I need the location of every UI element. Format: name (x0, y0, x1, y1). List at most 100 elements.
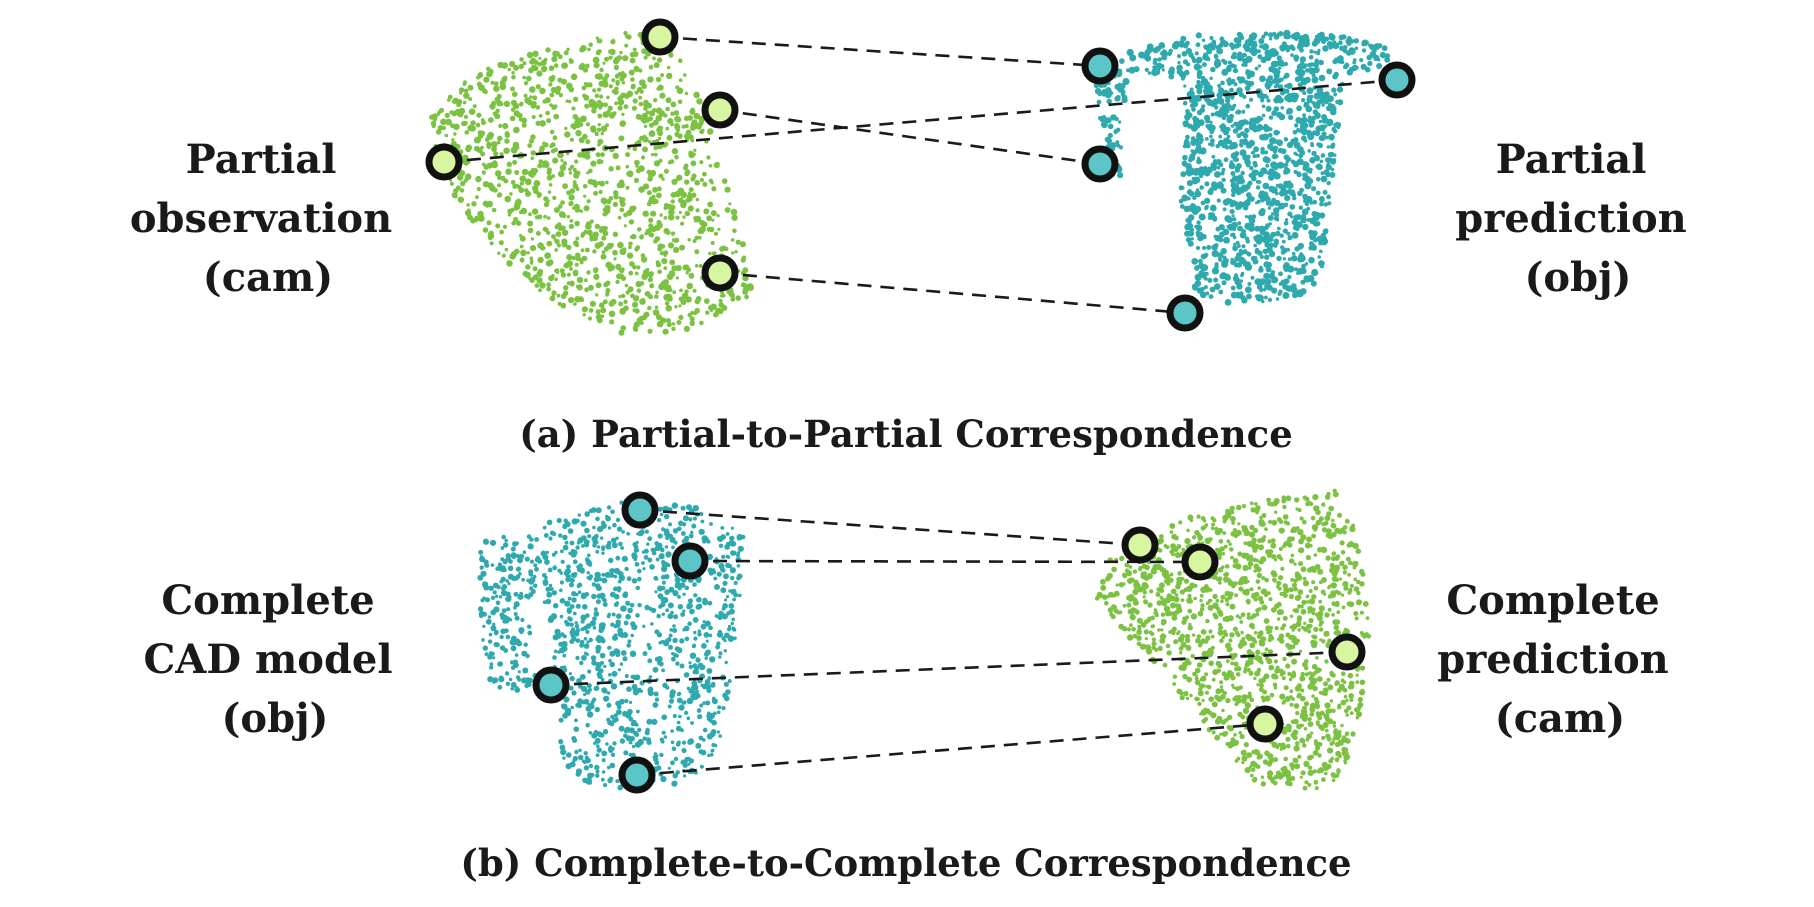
cloud-point (533, 188, 539, 195)
cloud-point (1251, 545, 1256, 550)
cloud-point (593, 273, 600, 280)
cloud-point (1242, 94, 1247, 99)
cloud-point (1252, 154, 1257, 159)
cloud-point (1165, 643, 1171, 649)
cloud-point (1209, 134, 1213, 139)
cloud-point (661, 580, 667, 585)
cloud-point (569, 137, 574, 142)
cloud-point (688, 598, 693, 604)
cloud-point (1196, 158, 1202, 165)
cloud-point (667, 160, 673, 165)
cloud-point (1355, 680, 1360, 684)
cloud-point (1245, 633, 1251, 640)
cloud-point (515, 541, 519, 546)
cloud-point (1194, 51, 1199, 56)
cloud-point (594, 93, 599, 99)
cloud-point (1219, 638, 1224, 644)
cloud-point (1240, 273, 1244, 278)
cloud-point (1202, 54, 1209, 61)
cloud-point (1235, 240, 1240, 245)
cloud-point (512, 91, 518, 98)
cloud-point (1289, 204, 1296, 210)
cloud-point (1336, 610, 1341, 615)
cloud-point (566, 564, 571, 570)
cloud-point (595, 75, 600, 79)
cloud-point (512, 639, 519, 646)
cloud-point (564, 126, 568, 131)
cloud-point (696, 598, 701, 603)
cloud-point (1242, 133, 1249, 139)
cloud-point (663, 168, 669, 174)
cloud-point (594, 242, 601, 249)
cloud-point (605, 514, 609, 519)
cloud-point (1256, 199, 1261, 204)
cloud-point (655, 557, 660, 562)
cloud-point (1194, 280, 1202, 287)
cloud-point (536, 70, 543, 77)
cloud-point (520, 617, 525, 623)
cloud-point (696, 693, 701, 699)
cloud-point (1317, 753, 1322, 758)
cloud-point (699, 703, 704, 708)
cloud-point (646, 190, 652, 196)
cloud-point (1201, 233, 1207, 240)
cloud-point (588, 508, 594, 514)
cloud-point (560, 158, 564, 163)
cloud-point (689, 608, 695, 615)
cloud-point (684, 91, 689, 96)
cloud-point (486, 220, 492, 226)
cloud-point (623, 733, 628, 739)
cloud-point (695, 122, 700, 127)
cloud-point (649, 225, 655, 230)
cloud-point (559, 744, 566, 751)
cloud-point (607, 612, 611, 617)
cloud-point (595, 773, 600, 778)
cloud-point (1122, 573, 1128, 579)
cloud-point (737, 551, 741, 555)
cloud-point (623, 750, 629, 756)
cloud-point (707, 600, 713, 606)
cloud-point (663, 266, 668, 270)
cloud-point (652, 56, 656, 61)
cloud-point (538, 113, 543, 118)
cloud-point (463, 114, 469, 119)
cloud-point (663, 640, 670, 647)
cloud-point (644, 529, 650, 534)
cloud-point (624, 43, 629, 48)
cloud-point (514, 615, 520, 621)
cloud-point (1268, 37, 1273, 41)
cloud-point (1274, 626, 1279, 631)
cloud-point (598, 189, 603, 195)
cloud-point (566, 244, 572, 251)
cloud-point (588, 102, 594, 108)
cloud-point (1179, 695, 1185, 701)
cloud-point (553, 649, 558, 654)
cloud-point (1304, 780, 1309, 785)
cloud-point (1217, 83, 1222, 88)
cloud-point (608, 557, 614, 564)
cloud-point (597, 123, 601, 127)
cloud-point (1107, 132, 1113, 139)
cloud-point (623, 104, 629, 110)
cloud-point (1340, 59, 1345, 65)
cloud-point (587, 178, 594, 185)
cloud-point (1324, 91, 1330, 97)
cloud-point (499, 634, 504, 640)
cloud-point (582, 133, 588, 140)
cloud-point (504, 132, 511, 138)
cloud-point (1236, 632, 1241, 638)
cloud-point (1279, 591, 1284, 597)
cloud-point (1359, 58, 1364, 63)
cloud-point (1280, 742, 1286, 748)
cloud-point (570, 551, 577, 558)
cloud-point (1248, 554, 1254, 559)
cloud-point (655, 290, 659, 295)
cloud-point (1207, 604, 1214, 611)
cloud-point (695, 604, 702, 610)
cloud-point (1248, 123, 1256, 131)
cloud-point (1201, 104, 1206, 109)
cloud-point (643, 106, 648, 111)
cloud-point (493, 81, 499, 87)
cloud-point (1230, 63, 1235, 69)
cloud-point (574, 718, 578, 723)
